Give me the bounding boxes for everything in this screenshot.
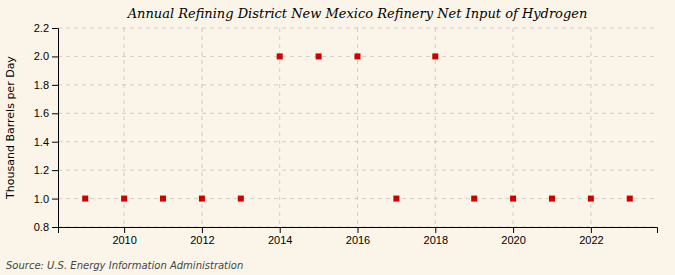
- tick-mark: [435, 227, 436, 233]
- tick-label: 2014: [268, 234, 292, 246]
- tick-mark: [52, 170, 58, 171]
- points: [82, 53, 633, 201]
- plot-area: 2010 2012 2014 2016 2018 2020 2022 0.8 1.0 1.2 1.4…: [34, 22, 658, 246]
- axis-line: [59, 228, 658, 234]
- tick: 1.0: [34, 193, 58, 205]
- tick-mark: [52, 85, 58, 86]
- tick-label: 2018: [424, 234, 448, 246]
- y-axis: 0.8 1.0 1.2 1.4 1.6 1.8 2.0 2.2: [34, 22, 59, 233]
- tick-label: 2020: [501, 234, 525, 246]
- tick-label: 1.6: [34, 107, 49, 119]
- tick: 0.8: [34, 221, 58, 233]
- tick-mark: [52, 113, 58, 114]
- x-axis: 2010 2012 2014 2016 2018 2020 2022: [59, 227, 658, 246]
- point: [393, 196, 399, 202]
- tick-mark: [124, 227, 125, 233]
- point: [82, 196, 88, 202]
- tick: 2.0: [34, 50, 58, 62]
- tick-mark: [202, 227, 203, 233]
- tick-mark: [358, 227, 359, 233]
- tick-label: 2.0: [34, 50, 49, 62]
- tick-label: 2016: [346, 234, 370, 246]
- grid-line: [58, 113, 657, 114]
- tick: 2020: [501, 227, 525, 246]
- tick: 2018: [424, 227, 448, 246]
- tick: 1.6: [34, 107, 58, 119]
- annotation: Source: U.S. Energy Information Administ…: [6, 260, 243, 271]
- tick: 1.4: [34, 136, 58, 148]
- point: [588, 196, 594, 202]
- tick: 1.2: [34, 164, 58, 176]
- y-axis-title: Thousand Barrels per Day: [4, 56, 17, 200]
- point: [199, 196, 205, 202]
- tick: 2010: [112, 227, 136, 246]
- point: [510, 196, 516, 202]
- point: [316, 53, 322, 59]
- tick-label: 2010: [112, 234, 136, 246]
- tick-label: 0.8: [34, 221, 49, 233]
- tick: 2012: [190, 227, 214, 246]
- tick-mark: [52, 142, 58, 143]
- point: [238, 196, 244, 202]
- point: [160, 196, 166, 202]
- tick-label: 2012: [190, 234, 214, 246]
- tick: 1.8: [34, 79, 58, 91]
- tick-label: 1.2: [34, 164, 49, 176]
- chart: 2010 2012 2014 2016 2018 2020 2022 0.8 1.0 1.2 1.4…: [0, 0, 675, 275]
- grid-line: [58, 170, 657, 171]
- point: [627, 196, 633, 202]
- tick-mark: [280, 227, 281, 233]
- tick-mark: [591, 227, 592, 233]
- title: Annual Refining District New Mexico Refi…: [127, 6, 588, 21]
- tick: 2016: [346, 227, 370, 246]
- point: [277, 53, 283, 59]
- tick-mark: [52, 227, 58, 228]
- point: [355, 53, 361, 59]
- tick-label: 2.2: [34, 22, 49, 34]
- axis-line: [52, 29, 59, 228]
- tick-mark: [513, 227, 514, 233]
- point: [549, 196, 555, 202]
- tick: 2014: [268, 227, 292, 246]
- point: [121, 196, 127, 202]
- point: [471, 196, 477, 202]
- tick-mark: [52, 28, 58, 29]
- tick-mark: [52, 56, 58, 57]
- tick-label: 1.8: [34, 79, 49, 91]
- tick-mark: [52, 199, 58, 200]
- tick-label: 1.0: [34, 193, 49, 205]
- tick-label: 2022: [579, 234, 603, 246]
- tick: 2.2: [34, 22, 58, 34]
- grid: [58, 28, 657, 227]
- tick-label: 1.4: [34, 136, 49, 148]
- tick: 2022: [579, 227, 603, 246]
- point: [432, 53, 438, 59]
